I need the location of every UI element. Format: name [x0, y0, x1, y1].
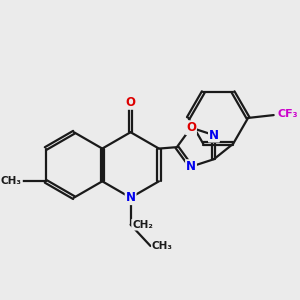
Text: N: N	[186, 160, 196, 173]
Text: CH₃: CH₃	[1, 176, 22, 186]
Text: N: N	[209, 129, 219, 142]
Text: N: N	[126, 191, 136, 204]
Text: CH₃: CH₃	[152, 241, 173, 251]
Text: CF₃: CF₃	[278, 109, 298, 119]
Text: O: O	[186, 121, 196, 134]
Text: O: O	[126, 96, 136, 109]
Text: CH₂: CH₂	[132, 220, 153, 230]
